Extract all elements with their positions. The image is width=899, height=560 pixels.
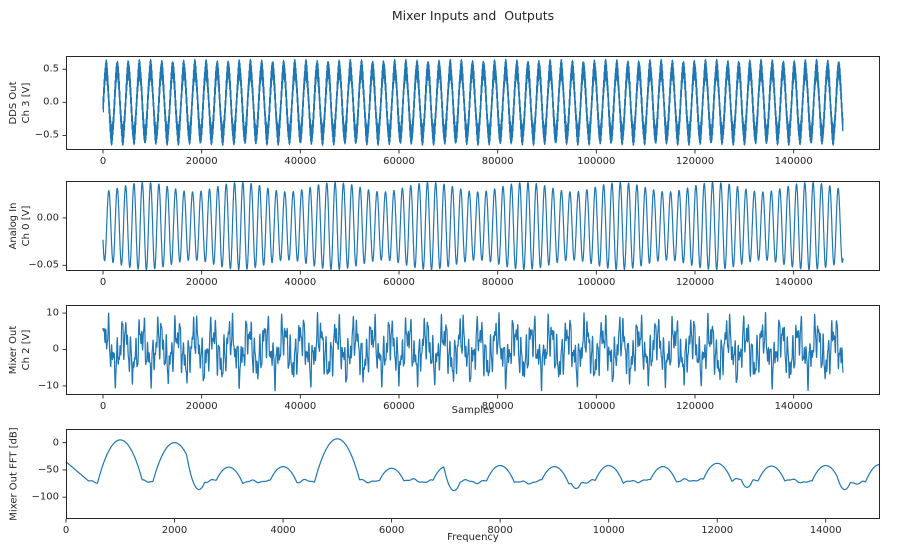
x-tick-label: 40000 [284,401,317,412]
plot-area-analog-in [62,181,880,275]
y-tick-label: −0.5 [34,129,59,141]
axis-tick-marks [62,442,827,523]
x-tick-label: 12000 [701,525,734,536]
y-tick-label: −0.05 [28,259,59,271]
y-axis-label-line: Mixer Out FFT [dB] [8,427,20,521]
y-tick-label: 0.00 [36,212,59,224]
x-tick-label: 60000 [383,401,415,412]
axes-frame [66,305,880,395]
x-tick-label: 40000 [284,156,317,167]
y-axis-label-analog-in: Analog In Ch 0 [V] [7,202,33,249]
x-tick-label: 20000 [185,277,218,288]
signal-line-mixer-out-fft [65,438,881,492]
x-tick-label: 14000 [809,525,842,536]
x-tick-label: 0 [99,277,107,288]
x-tick-label: 6000 [378,525,405,536]
x-tick-label: 4000 [270,525,296,536]
axis-tick-marks [62,217,795,275]
x-tick-label: 120000 [675,401,715,412]
axes-frame [66,429,880,519]
y-tick-label: 10 [46,307,59,319]
plot-area-mixer-out-fft [62,429,881,523]
x-tick-label: 60000 [383,156,415,167]
x-tick-label: 100000 [577,156,616,167]
x-tick-label: 60000 [383,277,415,288]
y-axis-label-line: Analog In [8,202,19,250]
y-axis-label-line: Ch 3 [V] [21,82,32,124]
y-axis-label-line: Ch 2 [V] [21,329,32,371]
x-tick-label: 120000 [675,277,715,288]
x-axis-label-samples: Samples [451,405,495,416]
y-tick-label: 0.5 [43,63,59,75]
y-axis-label-line: Mixer Out [8,325,19,375]
y-axis-label-mixer-out: Mixer Out Ch 2 [V] [7,326,33,375]
x-tick-label: 20000 [185,156,218,167]
axis-tick-marks [62,312,795,399]
x-tick-label: 10000 [592,525,625,536]
x-tick-label: 40000 [284,277,317,288]
y-tick-label: −50 [37,464,59,476]
y-axis-label-line: Ch 0 [V] [21,205,32,247]
y-tick-label: −10 [37,380,59,392]
x-tick-label: 20000 [185,401,218,412]
subplot-dds-out: DDS Out Ch 3 [V] 0 20000 40000 60000 80000 100… [8,56,880,167]
signal-line-analog-in [102,181,844,271]
plot-area-mixer-out [62,305,880,399]
y-tick-label: 0 [52,437,59,449]
y-axis-label-line: DDS Out [8,81,19,125]
y-axis-label-mixer-out-fft: Mixer Out FFT [dB] [8,427,21,520]
x-tick-label: 0 [99,401,107,412]
x-tick-label: 2000 [161,525,188,536]
y-axis-label-dds-out: DDS Out Ch 3 [V] [7,81,33,124]
x-tick-label: 100000 [577,277,616,288]
x-tick-label: 140000 [774,277,813,288]
axes-frame [66,181,880,271]
subplot-mixer-out: Mixer Out Ch 2 [V] 0 20000 40000 60000 80000 1… [8,305,880,412]
x-tick-label: 80000 [481,156,514,167]
x-tick-label: 80000 [481,277,514,288]
x-axis-label-frequency: Frequency [447,532,499,543]
signal-line-dds-out [102,58,844,146]
x-tick-label: 140000 [774,156,813,167]
x-tick-label: 0 [62,525,70,536]
figure-title: Mixer Inputs and Outputs [391,8,555,23]
plot-area-dds-out [62,56,880,154]
x-tick-label: 140000 [774,401,813,412]
x-tick-label: 100000 [577,401,616,412]
y-tick-label: 0 [52,343,59,355]
x-tick-label: 0 [99,156,107,167]
y-tick-label: 0.0 [43,96,59,108]
subplot-mixer-out-fft: Mixer Out FFT [dB] 0 2000 4000 6000 8000 1000… [9,427,881,536]
axes-frame [66,56,880,150]
y-tick-label: −100 [31,491,59,503]
subplot-analog-in: Analog In Ch 0 [V] 0 20000 40000 60000 80000 1… [8,181,880,288]
x-tick-label: 120000 [675,156,715,167]
axis-tick-marks [62,68,795,154]
signal-line-mixer-out [102,311,844,392]
